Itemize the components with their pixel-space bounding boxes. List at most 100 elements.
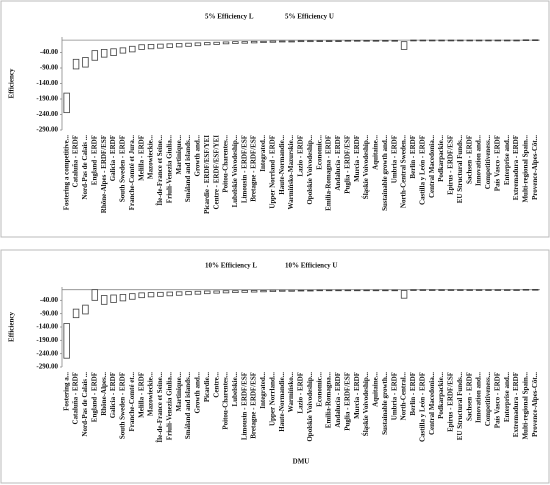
range-bar	[363, 40, 370, 42]
range-bar	[213, 41, 220, 45]
x-tick-label: Provence-Alpes-Côt...	[531, 372, 539, 437]
x-tick-label: Bretagne - ERDF/ESF	[250, 372, 258, 439]
range-bar	[372, 40, 380, 42]
x-tick-label: Podkarpackie...	[437, 372, 445, 419]
range-bar	[91, 50, 99, 61]
x-tick-label: Competitiveness...	[484, 135, 492, 189]
x-tick-label: Franche-Comté et...	[128, 372, 136, 432]
x-tick-label: Umbria - ERDF	[390, 372, 398, 420]
x-tick-label: Integrated...	[259, 135, 267, 172]
x-tick-label: Central Macedonia...	[428, 135, 436, 198]
range-bar	[325, 289, 333, 292]
y-tick-label: -190.00	[36, 95, 58, 103]
range-bar	[354, 289, 361, 292]
range-bar	[288, 289, 295, 292]
x-tick-label: Rhône-Alpes - ERDF/ESF	[100, 135, 108, 213]
x-tick-label: Epirus - ERDF/ESF	[447, 135, 455, 195]
range-bar	[119, 294, 127, 302]
range-bar	[119, 47, 127, 54]
x-tick-label: Multi-regional Spain...	[522, 135, 530, 203]
y-tick-label: -190.00	[36, 336, 58, 344]
range-bar	[166, 291, 173, 297]
range-bar	[503, 39, 511, 42]
range-bar	[91, 289, 99, 301]
x-tick-label: Multi-regional Spain...	[522, 372, 530, 440]
range-bar	[72, 58, 80, 70]
x-tick-label: Aquitaine...	[372, 135, 380, 170]
x-tick-label: País Vasco - ERDF	[493, 372, 501, 428]
y-tick-label: -140.00	[36, 79, 58, 87]
range-bar	[204, 42, 211, 46]
range-bar	[138, 44, 145, 50]
x-tick-label: Integrated...	[259, 372, 267, 409]
range-bar	[129, 45, 136, 53]
range-bar	[110, 48, 117, 56]
range-bar	[185, 42, 192, 47]
range-bar	[522, 39, 530, 41]
range-bar	[485, 289, 492, 291]
range-bar	[457, 289, 464, 291]
x-tick-label: Economic...	[315, 372, 323, 407]
x-tick-label: Poitou-Charentes...	[222, 135, 230, 193]
x-tick-label: Provence-Alpes-Côt...	[531, 135, 539, 200]
x-tick-label: Berlin - ERDF	[409, 135, 417, 179]
range-bar	[138, 292, 145, 299]
x-tick-label: Sachsen - ERDF	[465, 372, 473, 421]
x-tick-label: Fostering a...	[62, 372, 70, 411]
x-tick-label: Småland and islands...	[184, 135, 192, 202]
x-tick-label: Umbria - ERDF	[390, 135, 398, 183]
range-bar	[457, 39, 464, 42]
y-tick-label: -290.00	[36, 126, 58, 134]
x-tick-label: Berlin - ERDF	[409, 372, 417, 416]
range-bar	[241, 290, 248, 293]
x-axis-label: DMU	[293, 458, 310, 466]
y-axis-label: Efficiency	[8, 312, 16, 342]
x-tick-label: Murcia - ERDF	[353, 372, 361, 419]
range-bar	[325, 40, 333, 42]
x-tick-label: Growth and...	[194, 372, 202, 414]
x-tick-label: Fostering a competitive...	[62, 135, 70, 210]
x-tick-label: Upper Norrland...	[268, 372, 276, 426]
range-bar	[129, 293, 136, 300]
range-bar	[269, 289, 277, 292]
range-bar	[372, 289, 380, 292]
x-tick-label: Lubelskie Voivodeship...	[231, 135, 239, 208]
x-tick-label: Lazio - ERDF	[297, 135, 305, 177]
x-tick-label: Martinique...	[175, 135, 183, 175]
x-tick-label: Enterprise and...	[503, 135, 511, 185]
range-bar	[100, 295, 108, 305]
x-tick-label: Centre - ERDF/ESF/YEI	[212, 135, 220, 210]
x-tick-label: Sustainable growth...	[381, 372, 389, 435]
range-bar	[166, 43, 173, 48]
panel-border	[0, 249, 550, 484]
legend-entry: 10% Efficiency U	[285, 262, 338, 270]
x-tick-label: Opolskie Voivodeship...	[306, 135, 314, 205]
x-tick-label: Sustainable growth and...	[381, 135, 389, 211]
range-bar	[503, 289, 511, 291]
x-tick-label: England - ERDF	[90, 135, 98, 185]
x-tick-label: Puglia - ERDF/ESF	[343, 135, 351, 194]
y-tick-label: -40.00	[40, 296, 59, 304]
range-bar	[522, 288, 530, 291]
x-tick-label: North-Central Sweden...	[400, 135, 408, 208]
range-bar	[82, 304, 89, 315]
range-bar	[419, 39, 427, 42]
range-bar	[307, 289, 314, 292]
x-tick-label: Île-de-France et Seine...	[156, 135, 164, 206]
range-bar	[354, 40, 361, 42]
range-bar	[185, 291, 192, 296]
range-bar	[382, 289, 389, 292]
x-tick-label: Emilia-Romagna - ERDF	[325, 135, 333, 211]
x-tick-label: Martinique...	[175, 372, 183, 412]
x-tick-label: Friuli-Venezia Giulia...	[165, 135, 173, 203]
x-tick-label: Limousin - ERDF/ESF	[240, 372, 248, 440]
x-tick-label: Opolskie Voivodeship...	[306, 372, 314, 442]
range-bar	[494, 289, 502, 291]
x-tick-label: Emilia-Romagna...	[325, 372, 333, 428]
range-bar	[63, 92, 70, 114]
x-tick-label: Warmińsko...	[287, 372, 295, 413]
range-bar	[147, 44, 155, 50]
x-tick-label: Innovation and...	[475, 135, 483, 186]
range-bar	[222, 290, 230, 294]
range-bar	[532, 288, 539, 291]
